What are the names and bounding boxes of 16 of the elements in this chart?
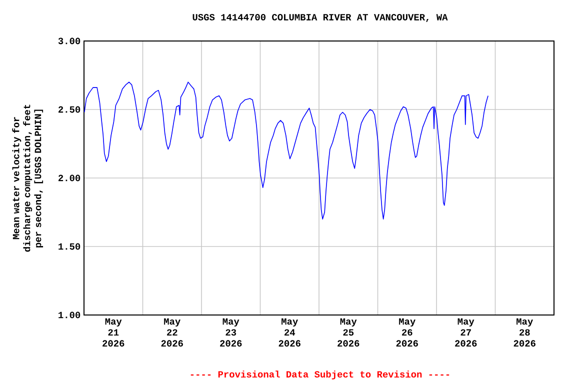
y-tick-label: 2.00 [58,174,80,182]
chart-title: USGS 14144700 COLUMBIA RIVER AT VANCOUVER, WA [192,14,448,22]
y-tick-label: 1.00 [58,312,80,318]
y-tick-label: 2.50 [58,106,80,113]
y-tick-label: 3.00 [58,38,80,44]
x-tick-label: May 23 2026 [220,318,242,347]
x-tick-label: May 22 2026 [161,318,183,347]
x-tick-label: May 21 2026 [102,318,124,347]
y-axis-title: Mean water velocity for discharge computation, feet per second, [USGS DOLPHIN] [12,104,44,252]
x-tick-label: May 25 2026 [338,318,360,347]
text: ---- Provisional Data Subject to Revision ---- [190,370,450,380]
x-tick-label: May 28 2026 [514,318,536,347]
y-tick-label: 1.50 [58,243,80,250]
x-tick-label: May 24 2026 [278,318,300,347]
x-tick-label: May 27 2026 [455,318,477,347]
x-tick-label: May 26 2026 [396,318,418,347]
